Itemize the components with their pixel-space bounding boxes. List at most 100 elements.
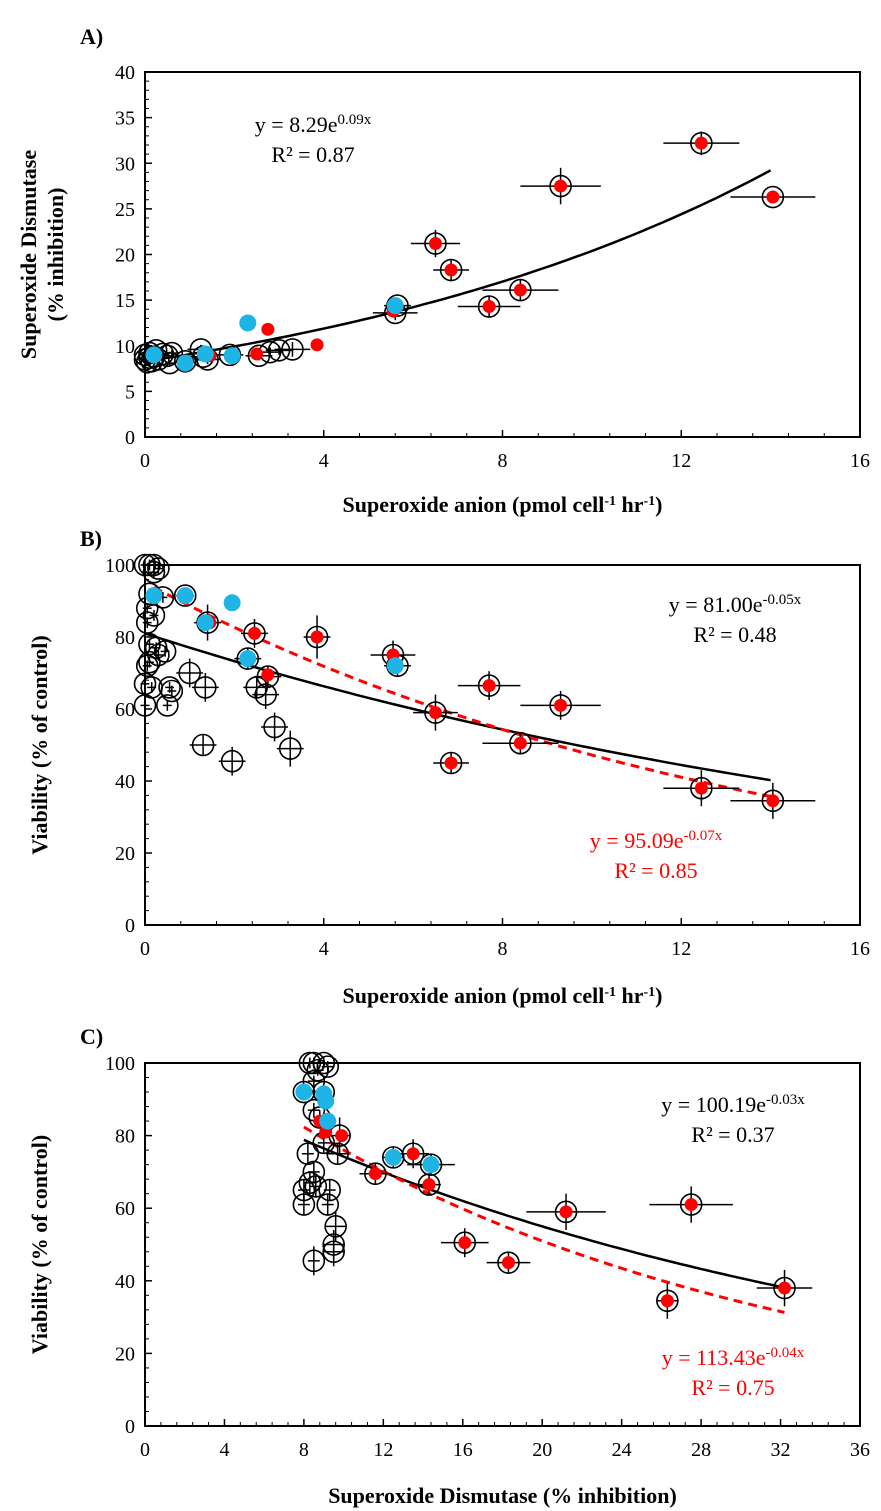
open-circle-marker bbox=[292, 1080, 316, 1104]
y-tick-label: 80 bbox=[115, 1126, 135, 1148]
data-point-open bbox=[189, 733, 217, 757]
y-tick-label: 0 bbox=[125, 1416, 135, 1438]
y-tick-label: 60 bbox=[115, 1198, 135, 1220]
equation-text: y = 100.19e-0.03x bbox=[661, 1092, 805, 1117]
x-tick-label: 8 bbox=[498, 938, 508, 960]
open-circle-marker bbox=[138, 650, 161, 674]
open-circle-marker bbox=[509, 731, 532, 755]
open-circle-marker bbox=[256, 665, 280, 688]
open-circle-marker bbox=[439, 751, 463, 775]
open-circle-marker bbox=[302, 1249, 326, 1273]
open-circle-marker bbox=[312, 1051, 336, 1075]
open-circle-marker bbox=[298, 1171, 322, 1195]
data-point-blue bbox=[422, 1156, 440, 1174]
equation-text: y = 81.00e-0.05x bbox=[669, 592, 802, 617]
data-point-open bbox=[156, 694, 179, 717]
data-point-open bbox=[191, 673, 219, 702]
x-axis-label: Superoxide Dismutase (% inhibition) bbox=[328, 1483, 677, 1508]
open-circle-marker bbox=[278, 737, 302, 760]
data-point-red bbox=[444, 756, 458, 770]
open-circle-marker bbox=[194, 676, 217, 699]
data-point-open bbox=[274, 338, 311, 361]
plot-frame bbox=[144, 71, 861, 438]
x-tick-label: 16 bbox=[850, 450, 870, 472]
data-point-open bbox=[153, 640, 177, 663]
data-point-red bbox=[482, 679, 496, 693]
data-point-red bbox=[261, 668, 275, 682]
open-circle-marker bbox=[549, 174, 572, 198]
data-point-open bbox=[322, 1237, 345, 1267]
data-point-open bbox=[316, 1055, 340, 1078]
open-circle-marker bbox=[220, 749, 244, 773]
data-point-red bbox=[513, 736, 527, 750]
data-point-open bbox=[252, 680, 280, 709]
y-tick-label: 20 bbox=[115, 1343, 135, 1365]
data-point-blue bbox=[196, 614, 214, 632]
fit-curve-all bbox=[303, 1138, 785, 1289]
x-tick-label: 28 bbox=[691, 1439, 711, 1461]
y-tick-label: 10 bbox=[115, 336, 135, 358]
data-point-red bbox=[310, 338, 324, 352]
y-tick-label: 40 bbox=[115, 62, 135, 84]
data-point-blue bbox=[239, 650, 257, 668]
open-circle-marker bbox=[153, 640, 177, 663]
open-circle-marker bbox=[497, 1251, 520, 1274]
data-point-blue bbox=[386, 657, 404, 675]
data-point-red bbox=[554, 698, 568, 712]
open-circle-marker bbox=[304, 1175, 328, 1198]
x-tick-label: 0 bbox=[140, 938, 150, 960]
fit-curve-red-blue bbox=[303, 1125, 785, 1314]
r-squared-text: R² = 0.37 bbox=[691, 1122, 774, 1147]
data-point-open bbox=[276, 730, 304, 767]
open-circle-marker bbox=[318, 1178, 342, 1202]
panel-label: B) bbox=[80, 526, 102, 551]
x-tick-label: 12 bbox=[373, 1439, 393, 1461]
r-squared-text: R² = 0.87 bbox=[271, 142, 354, 167]
open-circle-marker bbox=[236, 647, 260, 670]
plot-frame bbox=[144, 564, 861, 926]
open-circle-marker bbox=[160, 679, 184, 703]
y-axis-label: Superoxide Dismutase(% inhibition) bbox=[16, 150, 68, 359]
panel-b: B) 0 20 40 60 80 100 0 4 8 12 16 Superoxide anion (p… bbox=[27, 526, 870, 1008]
open-circle-marker bbox=[554, 1200, 578, 1224]
data-point-red bbox=[261, 322, 275, 336]
data-point-blue bbox=[295, 1083, 313, 1101]
panel-label: A) bbox=[80, 24, 103, 49]
panel-label: C) bbox=[80, 1024, 103, 1049]
open-circle-marker bbox=[281, 338, 304, 361]
plot-frame bbox=[144, 1062, 861, 1427]
x-tick-label: 20 bbox=[532, 1439, 552, 1461]
y-tick-label: 100 bbox=[105, 555, 135, 577]
data-point-red bbox=[554, 179, 568, 193]
data-point-open bbox=[147, 557, 170, 580]
y-tick-label: 40 bbox=[115, 771, 135, 793]
y-tick-label: 20 bbox=[115, 245, 135, 267]
data-point-red bbox=[428, 237, 442, 251]
open-circle-marker bbox=[509, 278, 532, 302]
y-tick-label: 60 bbox=[115, 699, 135, 721]
open-circle-marker bbox=[305, 625, 329, 649]
fit-curve-all bbox=[144, 632, 771, 782]
data-point-red bbox=[513, 283, 527, 297]
data-point-red bbox=[250, 347, 264, 361]
x-tick-label: 12 bbox=[671, 938, 691, 960]
data-point-open bbox=[176, 658, 204, 688]
open-circle-marker bbox=[324, 1215, 347, 1238]
data-point-red bbox=[501, 1256, 515, 1270]
data-point-red bbox=[660, 1294, 674, 1308]
open-circle-marker bbox=[419, 1153, 443, 1176]
fit-equation-all: y = 8.29e0.09x R² = 0.87 bbox=[255, 112, 372, 167]
data-point-red bbox=[559, 1205, 573, 1219]
fit-curve-red-blue bbox=[153, 586, 771, 798]
data-point-open bbox=[218, 746, 246, 776]
y-tick-label: 0 bbox=[125, 915, 135, 937]
data-point-open bbox=[316, 1193, 340, 1216]
x-tick-label: 12 bbox=[671, 450, 691, 472]
y-tick-label: 80 bbox=[115, 627, 135, 649]
fit-equation-all: y = 100.19e-0.03x R² = 0.37 bbox=[661, 1092, 805, 1147]
r-squared-text: R² = 0.85 bbox=[614, 858, 697, 883]
data-point-open bbox=[142, 604, 166, 627]
y-tick-label: 100 bbox=[105, 1053, 135, 1075]
x-tick-label: 16 bbox=[453, 1439, 473, 1461]
open-circle-marker bbox=[267, 339, 291, 362]
